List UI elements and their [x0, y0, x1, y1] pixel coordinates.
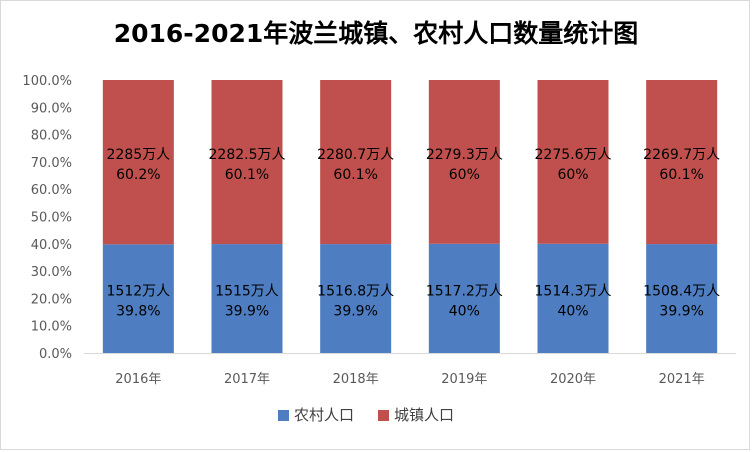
- y-tick-label: 0.0%: [39, 347, 72, 362]
- y-tick-label: 90.0%: [31, 101, 72, 116]
- legend: 农村人口 城镇人口: [278, 406, 454, 424]
- bar-segment-rural: [320, 244, 392, 353]
- legend-label: 城镇人口: [394, 406, 454, 424]
- x-tick-label: 2018年: [333, 372, 379, 387]
- data-label-value: 2285万人: [107, 147, 171, 163]
- data-label-value: 2279.3万人: [426, 147, 503, 163]
- y-tick-label: 100.0%: [22, 74, 72, 89]
- data-label-value: 1512万人: [107, 284, 171, 300]
- data-label-percent: 40%: [449, 303, 480, 319]
- bar-segment-urban: [428, 80, 500, 244]
- x-tick-label: 2020年: [550, 372, 596, 387]
- data-label-percent: 39.8%: [116, 304, 160, 320]
- x-tick-label: 2019年: [441, 372, 487, 387]
- data-label-percent: 60%: [449, 167, 480, 183]
- data-label-value: 2275.6万人: [535, 147, 612, 163]
- data-label-value: 1516.8万人: [317, 284, 394, 300]
- x-tick-label: 2016年: [115, 372, 161, 387]
- bar-segment-rural: [646, 244, 718, 353]
- data-label-percent: 60%: [557, 167, 588, 183]
- data-label-value: 2269.7万人: [643, 147, 720, 163]
- y-tick-label: 60.0%: [31, 183, 72, 198]
- data-label-percent: 60.2%: [116, 167, 160, 183]
- data-label-value: 2280.7万人: [317, 147, 394, 163]
- bar-segment-rural: [211, 244, 283, 353]
- x-tick-label: 2021年: [659, 372, 705, 387]
- bar-layer: [102, 80, 718, 353]
- y-tick-label: 50.0%: [31, 211, 72, 226]
- data-label-percent: 60.1%: [225, 167, 269, 183]
- data-label-value: 2282.5万人: [209, 147, 286, 163]
- legend-swatch: [278, 410, 289, 421]
- data-label-percent: 60.1%: [659, 167, 703, 183]
- data-label-value: 1508.4万人: [643, 284, 720, 300]
- bar-segment-rural: [102, 244, 174, 353]
- legend-label: 农村人口: [294, 406, 354, 424]
- bar-segment-urban: [211, 80, 283, 245]
- chart-title: 2016-2021年波兰城镇、农村人口数量统计图: [113, 19, 639, 48]
- data-label-value: 1517.2万人: [426, 283, 503, 299]
- data-label-percent: 39.9%: [333, 304, 377, 320]
- y-tick-label: 80.0%: [31, 129, 72, 144]
- data-label-percent: 60.1%: [333, 167, 377, 183]
- y-tick-label: 30.0%: [31, 265, 72, 280]
- legend-swatch: [378, 410, 389, 421]
- bar-segment-rural: [428, 243, 500, 353]
- data-label-percent: 40%: [557, 303, 588, 319]
- y-tick-label: 40.0%: [31, 238, 72, 253]
- x-tick-label: 2017年: [224, 372, 270, 387]
- bar-segment-urban: [537, 80, 609, 244]
- bar-segment-rural: [537, 243, 609, 353]
- data-label-percent: 39.9%: [659, 304, 703, 320]
- bar-segment-urban: [320, 80, 392, 245]
- bar-segment-urban: [646, 80, 718, 245]
- y-tick-label: 10.0%: [31, 320, 72, 335]
- axis-layer: 0.0% 10.0% 20.0% 30.0% 40.0% 50.0% 60.0% 70.0% 8…: [22, 74, 736, 387]
- data-label-percent: 39.9%: [225, 304, 269, 320]
- y-tick-label: 70.0%: [31, 156, 72, 171]
- bar-segment-urban: [102, 80, 174, 245]
- y-tick-label: 20.0%: [31, 292, 72, 307]
- data-label-value: 1514.3万人: [535, 283, 612, 299]
- data-label-value: 1515万人: [215, 284, 279, 300]
- label-layer: 1512万人 39.8% 2285万人 60.2% 1515万人 39.9% 2282.5万…: [107, 147, 721, 320]
